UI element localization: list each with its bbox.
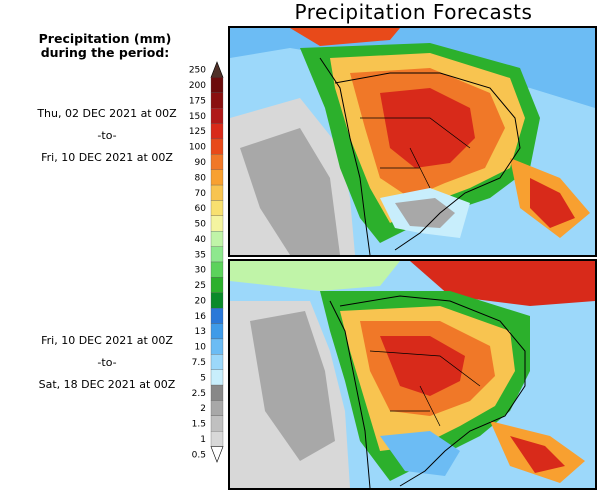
colorbar-swatch [210,123,224,140]
colorbar-swatch [210,108,224,124]
colorbar-tick-label: 2.5 [192,389,206,399]
legend-title: Precipitation (mm) during the period: [10,32,200,60]
colorbar-swatch [210,169,224,186]
colorbar-tick-label: 16 [195,312,207,322]
colorbar-swatch [210,369,224,386]
colorbar-tick-label: 5 [200,373,206,383]
colorbar-tick-label: 2 [200,404,206,414]
colorbar-tick-label: 200 [189,81,206,91]
colorbar-swatch [210,308,224,324]
forecast-map-period-1 [228,26,597,257]
colorbar-swatch [210,400,224,416]
colorbar-tick-label: 7.5 [192,358,206,368]
colorbar-tick-label: 70 [195,189,207,199]
colorbar-swatch [210,354,224,370]
colorbar-tick-label: 80 [195,173,207,183]
legend-title-line2: during the period: [40,45,170,60]
colorbar-swatch [210,231,224,247]
period-1-label: Thu, 02 DEC 2021 at 00Z -to- Fri, 10 DEC… [0,103,214,169]
colorbar-tick-label: 20 [195,296,207,306]
colorbar-tick-label: 1.5 [192,420,206,430]
forecast-map-period-2 [228,259,597,490]
colorbar-top-arrow [210,61,224,78]
colorbar-swatch [210,415,224,432]
period-1-sep: -to- [97,129,117,142]
colorbar-swatch [210,431,224,447]
colorbar-swatch [210,292,224,309]
period-1-end: Fri, 10 DEC 2021 at 00Z [41,151,173,164]
colorbar-swatch [210,215,224,232]
colorbar-tick-label: 50 [195,220,207,230]
colorbar-swatch [210,384,224,401]
colorbar-tick-label: 0.5 [192,450,206,460]
colorbar-tick-label: 30 [195,266,207,276]
colorbar-swatch [210,200,224,216]
colorbar-swatch [210,246,224,263]
colorbar-swatch [210,77,224,93]
colorbar-swatch [210,338,224,355]
colorbar-tick-label: 13 [195,327,206,337]
colorbar-swatch [210,154,224,170]
colorbar-bottom-arrow [210,446,224,463]
page-title: Precipitation Forecasts [294,0,533,24]
legend-title-line1: Precipitation (mm) [38,31,172,46]
colorbar-swatch [210,92,224,109]
period-1-start: Thu, 02 DEC 2021 at 00Z [37,107,177,120]
period-2-sep: -to- [97,356,117,369]
precipitation-colorbar: 2502001751501251009080706050403530252016… [189,61,224,463]
colorbar-swatch [210,323,224,340]
colorbar-tick-label: 10 [195,343,207,353]
colorbar-tick-label: 35 [195,250,206,260]
colorbar-tick-label: 150 [189,112,206,122]
colorbar-tick-label: 90 [195,158,207,168]
colorbar-tick-label: 1 [200,435,206,445]
colorbar-tick-label: 25 [195,281,206,291]
colorbar-swatch [210,261,224,278]
colorbar-swatch [210,184,224,201]
colorbar-tick-label: 40 [195,235,207,245]
colorbar-swatch [210,277,224,293]
colorbar-tick-label: 100 [189,143,206,153]
period-2-start: Fri, 10 DEC 2021 at 00Z [41,334,173,347]
colorbar-tick-label: 125 [189,127,206,137]
period-2-end: Sat, 18 DEC 2021 at 00Z [38,378,176,391]
colorbar-tick-label: 250 [189,66,206,76]
period-2-label: Fri, 10 DEC 2021 at 00Z -to- Sat, 18 DEC… [0,330,214,396]
map-1-canvas [230,28,595,255]
colorbar-tick-label: 175 [189,96,206,106]
map-2-canvas [230,261,595,488]
colorbar-tick-label: 60 [195,204,207,214]
colorbar-swatch [210,138,224,155]
